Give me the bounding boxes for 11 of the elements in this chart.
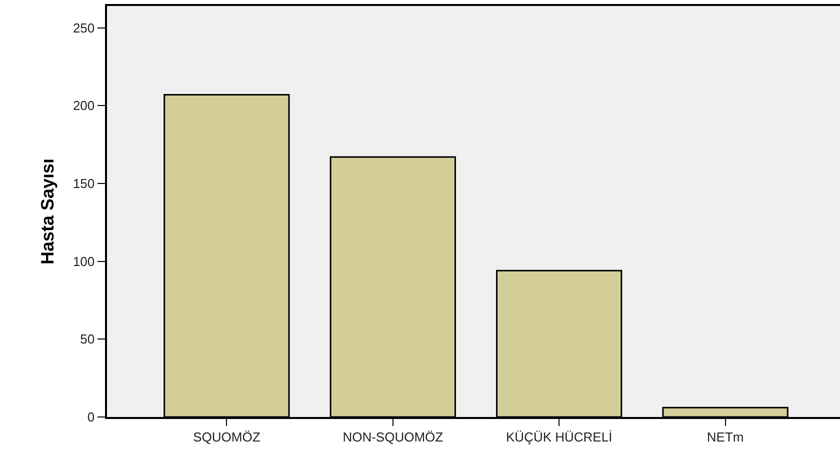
y-tick-label: 0	[87, 410, 95, 425]
y-axis-title: Hasta Sayısı	[38, 158, 58, 265]
y-tick-label: 100	[72, 254, 95, 269]
y-tick-label: 250	[72, 20, 95, 36]
x-tick-label: KÜÇÜK HÜCRELİ	[506, 429, 612, 444]
y-tick-label: 50	[80, 332, 95, 347]
x-tick-label: NETm	[706, 429, 744, 444]
y-tick-label: 200	[72, 98, 95, 114]
y-tick-label: 150	[72, 176, 95, 192]
x-tick-label: SQUOMÖZ	[193, 429, 260, 444]
x-tick-label: NON-SQUOMÖZ	[342, 429, 444, 444]
